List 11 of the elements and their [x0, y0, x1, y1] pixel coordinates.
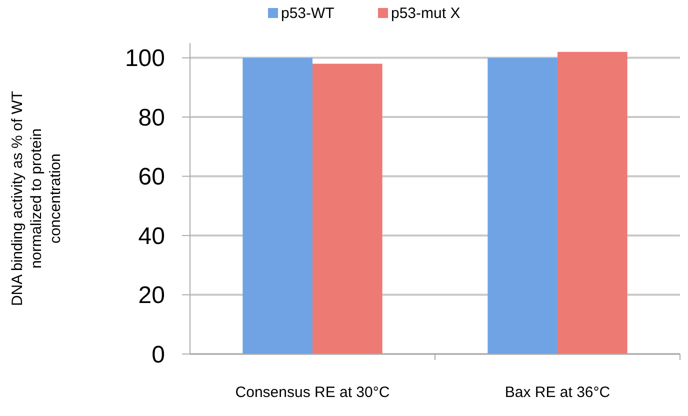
legend-label: p53-mut X	[391, 5, 460, 22]
x-tick-label: Bax RE at 36°C	[504, 384, 610, 401]
y-tick-label: 100	[124, 45, 165, 72]
y-tick-label: 60	[138, 164, 165, 191]
y-tick-label: 20	[138, 282, 165, 310]
y-tick-label: 0	[152, 341, 165, 368]
legend-label: p53-WT	[281, 5, 334, 22]
y-tick-label: 40	[138, 222, 165, 250]
y-axis-title: DNA binding activity as % of WT normalized to protein concentration	[9, 90, 64, 306]
x-tick-label: Consensus RE at 30°C	[235, 384, 390, 401]
y-tick-label: 80	[138, 104, 165, 132]
